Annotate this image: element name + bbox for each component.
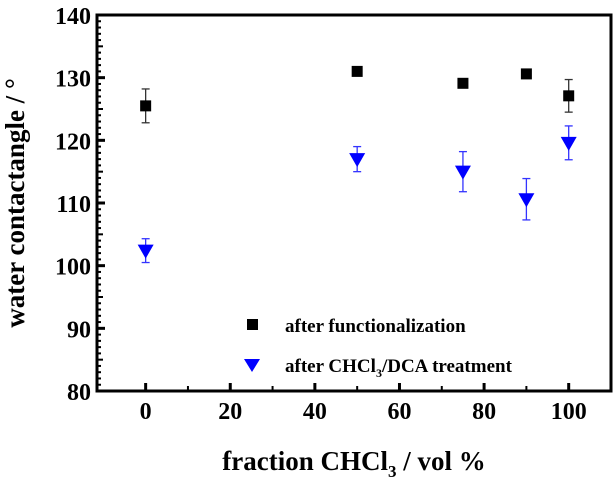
data-point-triangle — [137, 244, 154, 259]
x-tick-label: 100 — [551, 399, 587, 425]
y-axis-label: water contactangle / ° — [0, 78, 30, 328]
data-point-square — [457, 77, 469, 89]
y-tick-label: 120 — [55, 129, 91, 155]
legend-label-functionalization: after functionalization — [285, 316, 466, 337]
x-tick-label: 80 — [472, 399, 496, 425]
data-point-triangle — [518, 193, 535, 208]
data-point-triangle — [349, 153, 366, 168]
legend-label-treatment: after CHCl3/DCA treatment — [285, 356, 513, 380]
data-point-square — [140, 100, 152, 112]
x-tick-label: 0 — [140, 399, 152, 425]
x-tick-label: 60 — [387, 399, 411, 425]
y-tick-label: 90 — [67, 317, 91, 343]
legend: after functionalization after CHCl3/DCA … — [244, 316, 513, 380]
x-tick-label: 40 — [303, 399, 327, 425]
y-tick-label: 140 — [55, 4, 91, 30]
data-point-triangle — [454, 165, 471, 180]
y-tick-label: 80 — [67, 380, 91, 406]
data-point-square — [563, 90, 575, 102]
y-tick-label: 110 — [56, 192, 91, 218]
data-point-square — [351, 65, 363, 77]
legend-marker-triangle — [244, 359, 260, 372]
x-tick-label: 20 — [218, 399, 242, 425]
y-tick-label: 130 — [55, 67, 91, 93]
x-axis-label: fraction CHCl3 / vol % — [222, 446, 485, 479]
data-point-triangle — [560, 136, 577, 151]
legend-marker-square — [247, 319, 258, 330]
data-point-square — [520, 68, 532, 80]
y-tick-label: 100 — [55, 255, 91, 281]
